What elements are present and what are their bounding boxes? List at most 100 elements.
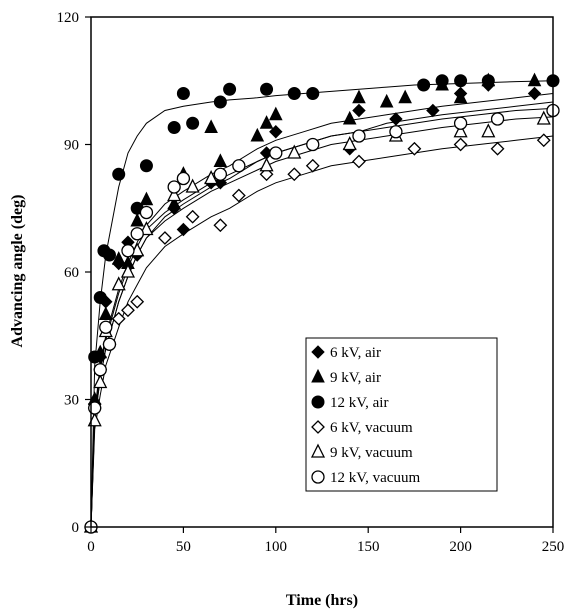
data-point (232, 159, 246, 173)
data-point (130, 212, 145, 227)
data-point (111, 276, 126, 291)
data-point (453, 123, 468, 138)
y-tick-label: 0 (72, 520, 80, 536)
legend-label: 9 kV, air (330, 370, 381, 386)
data-point (481, 74, 495, 88)
data-point (435, 74, 449, 88)
data-point (426, 103, 440, 118)
data-point (111, 311, 126, 326)
y-tick-label: 30 (64, 393, 79, 409)
legend-label: 6 kV, air (330, 345, 381, 361)
data-point (223, 82, 237, 96)
data-point (167, 180, 181, 194)
data-point (158, 231, 172, 245)
data-point (167, 187, 182, 202)
data-point (398, 89, 412, 104)
data-point (352, 154, 366, 169)
legend-marker (311, 470, 325, 484)
data-point (130, 227, 144, 241)
data-point (176, 171, 191, 186)
y-tick-label: 120 (57, 10, 80, 26)
x-axis-title: Time (hrs) (286, 592, 358, 609)
data-point (93, 374, 108, 389)
data-point (139, 205, 154, 220)
data-point (453, 89, 468, 104)
data-point (389, 125, 403, 139)
data-point (111, 251, 126, 265)
legend-marker (311, 368, 325, 383)
fit-curve (90, 93, 554, 528)
data-point (527, 72, 542, 87)
x-tick-label: 250 (542, 539, 565, 555)
data-point (139, 191, 154, 206)
data-point (287, 87, 301, 100)
data-point (93, 363, 107, 377)
data-point (99, 320, 113, 334)
y-tick-label: 60 (64, 265, 79, 281)
data-point (98, 306, 113, 320)
legend-box (305, 337, 498, 492)
data-point (93, 291, 107, 304)
x-tick-label: 50 (176, 539, 191, 555)
data-point (213, 218, 228, 233)
data-point (352, 129, 366, 143)
data-point (176, 87, 190, 100)
legend-label: 12 kV, vacuum (330, 470, 420, 486)
fit-curve (90, 107, 554, 528)
data-point (417, 78, 431, 92)
data-point (453, 116, 468, 130)
data-point (167, 121, 181, 134)
data-point (407, 141, 422, 156)
data-point (260, 82, 274, 96)
data-point (287, 167, 302, 182)
data-point (231, 188, 246, 203)
y-tick-label: 90 (64, 138, 79, 154)
legend-marker (310, 443, 326, 458)
data-point (379, 93, 394, 108)
data-point (250, 127, 265, 142)
data-point (481, 123, 496, 138)
data-point (342, 136, 357, 151)
data-point (185, 209, 200, 224)
data-point (204, 170, 219, 185)
data-point (453, 137, 468, 152)
data-point (112, 167, 126, 181)
data-point (268, 106, 283, 121)
data-point (527, 86, 542, 101)
data-point (204, 119, 218, 133)
x-tick-label: 150 (357, 539, 380, 555)
legend-marker (311, 420, 325, 434)
data-point (259, 115, 274, 129)
axis-ticks: 0 50 100 150 200 250 0 30 60 90 120 (57, 10, 565, 555)
data-point (102, 337, 117, 351)
legend-label: 12 kV, air (330, 395, 388, 411)
y-axis-title: Advancing angle (deg) (9, 195, 26, 348)
data-point (176, 222, 191, 237)
data-point (306, 87, 320, 100)
data-point (167, 195, 181, 210)
data-point (490, 112, 505, 126)
x-tick-label: 200 (449, 539, 472, 555)
data-point (287, 144, 302, 159)
data-point (389, 112, 403, 126)
data-point (306, 137, 320, 152)
legend-label: 9 kV, vacuum (330, 445, 413, 461)
data-point (130, 294, 145, 309)
legend: 6 kV, air 9 kV, air 12 kV, air 6 kV, vacuum… (305, 337, 498, 492)
data-point (213, 153, 228, 167)
data-point (352, 89, 366, 104)
x-tick-label: 100 (265, 539, 288, 555)
legend-marker (311, 395, 325, 409)
data-point (305, 158, 320, 173)
x-tick-label: 0 (87, 539, 95, 555)
data-point (121, 303, 135, 318)
data-point (269, 146, 283, 160)
data-point (120, 263, 136, 278)
data-point (186, 116, 200, 130)
data-point (259, 157, 274, 172)
legend-label: 6 kV, vacuum (330, 420, 413, 436)
data-point (213, 167, 228, 181)
legend-marker (311, 345, 325, 359)
data-point (213, 95, 227, 109)
